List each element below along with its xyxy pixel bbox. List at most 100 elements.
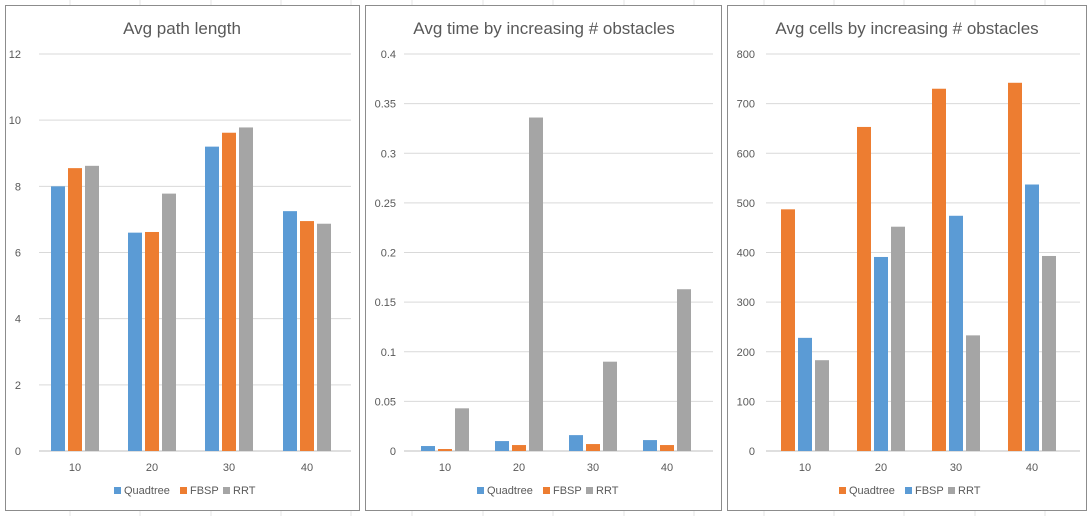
bar-fbsp-40[interactable] xyxy=(1025,184,1039,452)
bar-quadtree-40[interactable] xyxy=(1008,82,1022,451)
chart-title: Avg time by increasing # obstacles xyxy=(413,19,674,38)
y-tick-label: 0.1 xyxy=(381,347,396,359)
y-tick-label: 0.05 xyxy=(375,396,396,408)
y-tick-label: 600 xyxy=(737,148,755,160)
y-tick-label: 2 xyxy=(15,380,21,392)
bar-quadtree-40[interactable] xyxy=(643,440,657,451)
bar-quadtree-10[interactable] xyxy=(51,186,65,452)
legend: Quadtree FBSP RRT xyxy=(477,485,619,497)
x-tick-label: 20 xyxy=(146,462,158,474)
bar-rrt-20[interactable] xyxy=(529,117,543,452)
legend-label-fbsp: FBSP xyxy=(190,485,219,497)
legend-label-rrt: RRT xyxy=(958,485,981,497)
x-tick-label: 30 xyxy=(950,462,962,474)
bar-rrt-30[interactable] xyxy=(239,127,253,451)
bar-rrt-40[interactable] xyxy=(317,223,331,451)
legend: Quadtree FBSP RRT xyxy=(839,485,981,497)
legend-label-fbsp: FBSP xyxy=(553,485,582,497)
chart-avg-time[interactable]: Avg time by increasing # obstacles 0 0.05… xyxy=(365,5,722,511)
x-tick-label: 40 xyxy=(301,462,313,474)
y-tick-label: 0 xyxy=(15,446,21,458)
x-tick-label: 40 xyxy=(1026,462,1038,474)
bar-quadtree-20[interactable] xyxy=(857,126,871,451)
legend: Quadtree FBSP RRT xyxy=(114,485,256,497)
legend-label-fbsp: FBSP xyxy=(915,485,944,497)
x-tick-label: 10 xyxy=(799,462,811,474)
y-tick-label: 200 xyxy=(737,347,755,359)
bar-fbsp-40[interactable] xyxy=(660,445,674,451)
bar-rrt-30[interactable] xyxy=(966,335,980,451)
bar-rrt-20[interactable] xyxy=(891,226,905,451)
bar-rrt-30[interactable] xyxy=(603,361,617,451)
bar-rrt-10[interactable] xyxy=(455,408,469,451)
legend-swatch-rrt xyxy=(586,487,593,494)
legend-swatch-fbsp xyxy=(180,487,187,494)
x-tick-label: 20 xyxy=(513,462,525,474)
bar-fbsp-10[interactable] xyxy=(68,168,82,451)
y-tick-label: 8 xyxy=(15,181,21,193)
chart-svg-path-length: Avg path length 0 2 4 6 8 10 12 10 20 30 40 Quadtre… xyxy=(9,19,351,497)
y-tick-label: 0 xyxy=(749,446,755,458)
bar-rrt-20[interactable] xyxy=(162,193,176,451)
legend-swatch-fbsp xyxy=(905,487,912,494)
bar-fbsp-20[interactable] xyxy=(145,231,159,451)
x-tick-label: 30 xyxy=(223,462,235,474)
legend-label-rrt: RRT xyxy=(596,485,619,497)
legend-label-rrt: RRT xyxy=(233,485,256,497)
y-tick-label: 300 xyxy=(737,297,755,309)
legend-swatch-fbsp xyxy=(543,487,550,494)
bar-rrt-40[interactable] xyxy=(1042,255,1056,451)
y-tick-label: 6 xyxy=(15,248,21,260)
legend-label-quadtree: Quadtree xyxy=(124,485,170,497)
y-tick-label: 0.35 xyxy=(375,99,396,111)
bar-fbsp-10[interactable] xyxy=(798,337,812,451)
legend-swatch-quadtree xyxy=(114,487,121,494)
bar-fbsp-30[interactable] xyxy=(222,132,236,451)
y-tick-label: 12 xyxy=(9,49,21,61)
legend-label-quadtree: Quadtree xyxy=(487,485,533,497)
bar-fbsp-20[interactable] xyxy=(874,256,888,451)
bar-quadtree-40[interactable] xyxy=(283,211,297,451)
bar-fbsp-40[interactable] xyxy=(300,221,314,451)
bar-quadtree-30[interactable] xyxy=(569,435,583,451)
chart-avg-cells[interactable]: Avg cells by increasing # obstacles 0 100… xyxy=(727,5,1087,511)
x-tick-label: 10 xyxy=(69,462,81,474)
bar-rrt-40[interactable] xyxy=(677,289,691,451)
y-tick-label: 10 xyxy=(9,115,21,127)
bars xyxy=(781,82,1056,452)
y-tick-label: 800 xyxy=(737,49,755,61)
chart-title: Avg cells by increasing # obstacles xyxy=(775,19,1038,38)
legend-swatch-rrt xyxy=(948,487,955,494)
y-tick-label: 0.3 xyxy=(381,148,396,160)
bar-fbsp-30[interactable] xyxy=(949,215,963,451)
y-tick-label: 0.2 xyxy=(381,248,396,260)
chart-title: Avg path length xyxy=(123,19,241,38)
bars xyxy=(421,117,691,452)
bar-quadtree-10[interactable] xyxy=(421,446,435,451)
y-tick-label: 0 xyxy=(390,446,396,458)
chart-svg-time: Avg time by increasing # obstacles 0 0.05… xyxy=(375,19,713,497)
y-tick-label: 500 xyxy=(737,198,755,210)
bar-rrt-10[interactable] xyxy=(85,165,99,452)
chart-svg-cells: Avg cells by increasing # obstacles 0 100… xyxy=(737,19,1080,497)
bar-rrt-10[interactable] xyxy=(815,360,829,451)
bar-quadtree-30[interactable] xyxy=(205,146,219,451)
bar-fbsp-10[interactable] xyxy=(438,449,452,451)
bar-quadtree-30[interactable] xyxy=(932,88,946,452)
legend-swatch-quadtree xyxy=(839,487,846,494)
bars xyxy=(51,127,331,452)
x-tick-label: 20 xyxy=(875,462,887,474)
bar-fbsp-20[interactable] xyxy=(512,445,526,451)
bar-quadtree-20[interactable] xyxy=(128,232,142,451)
y-tick-label: 100 xyxy=(737,396,755,408)
y-tick-label: 0.4 xyxy=(381,49,396,61)
legend-swatch-rrt xyxy=(223,487,230,494)
bar-quadtree-20[interactable] xyxy=(495,441,509,451)
chart-avg-path-length[interactable]: Avg path length 0 2 4 6 8 10 12 10 20 30 40 Quadtre… xyxy=(5,5,360,511)
y-tick-label: 4 xyxy=(15,314,21,326)
bar-fbsp-30[interactable] xyxy=(586,444,600,451)
y-tick-label: 0.25 xyxy=(375,198,396,210)
bar-quadtree-10[interactable] xyxy=(781,209,795,451)
y-axis: 0 0.05 0.1 0.15 0.2 0.25 0.3 0.35 0.4 xyxy=(375,49,713,458)
y-tick-label: 0.15 xyxy=(375,297,396,309)
